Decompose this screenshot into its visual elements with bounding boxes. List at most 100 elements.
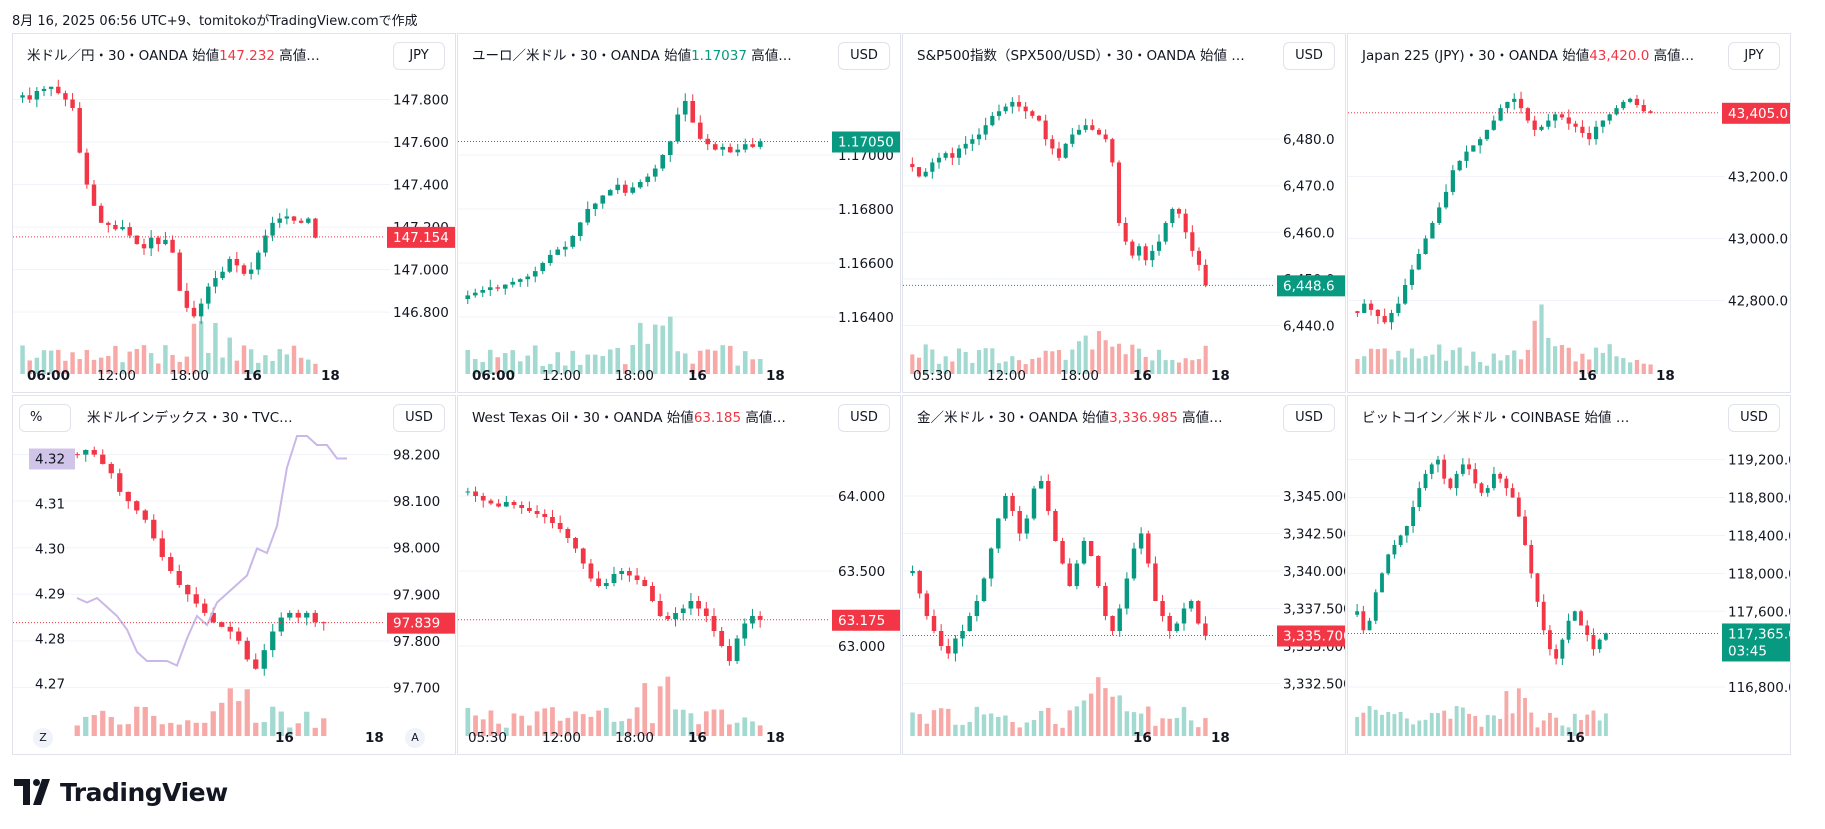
symbol-legend[interactable]: ユーロ／米ドル・30・OANDA 始値1.17037 高値… xyxy=(468,44,796,68)
currency-button[interactable]: JPY xyxy=(1728,42,1780,70)
chart-canvas[interactable]: 1.170001.168001.166001.164001.1705006:00… xyxy=(458,34,901,393)
chart-panel[interactable]: 119,200.000 118,800.000 118,400.000 118,000… xyxy=(1347,395,1791,755)
volume-bar xyxy=(1174,718,1180,736)
currency-button[interactable]: USD xyxy=(838,404,890,432)
symbol-legend[interactable]: 金／米ドル・30・OANDA 始値3,336.985 高値… xyxy=(913,406,1227,430)
volume-bar xyxy=(159,724,165,736)
volume-bar xyxy=(480,719,486,736)
candle xyxy=(924,593,930,616)
candle xyxy=(1560,639,1565,659)
currency-button[interactable]: USD xyxy=(1728,404,1780,432)
volume-bar xyxy=(1096,331,1102,374)
volume-bar xyxy=(34,357,40,374)
symbol-legend[interactable]: S&P500指数（SPX500/USD）・30・OANDA 始値 … xyxy=(913,44,1249,68)
volume-bar xyxy=(176,724,182,736)
candle xyxy=(127,227,132,236)
chart-panel[interactable]: 3,345.000 3,342.500 3,340.000 3,337.500 3,33… xyxy=(902,395,1346,755)
volume-bar xyxy=(306,359,311,374)
left-axis-tick-label: 4.28 xyxy=(35,632,65,648)
candle xyxy=(1389,312,1394,323)
volume-bar xyxy=(168,722,174,736)
symbol-legend[interactable]: Japan 225 (JPY)・30・OANDA 始値43,420.0 高値… xyxy=(1358,44,1696,68)
volume-bar xyxy=(304,711,310,736)
candle xyxy=(1392,544,1397,555)
chart-canvas[interactable]: 64.000 63.500 63.000 63.175 05:30 12:00 18:00 1… xyxy=(458,396,901,755)
candle xyxy=(495,287,501,289)
candle xyxy=(1479,483,1484,493)
volume-bar xyxy=(1603,713,1608,736)
volume-bar xyxy=(742,717,748,736)
chart-canvas[interactable]: 119,200.000 118,800.000 118,400.000 118,000… xyxy=(1348,396,1791,755)
candle xyxy=(219,622,225,627)
symbol-legend[interactable]: 米ドルインデックス・30・TVC… xyxy=(83,406,297,430)
volume-bar xyxy=(1183,358,1188,374)
chart-panel[interactable]: 1.17000 1.16800 1.16600 1.16400 1.17050 06:00… xyxy=(457,33,901,393)
auto-scale-button[interactable]: A xyxy=(405,728,425,748)
volume-bar xyxy=(1409,348,1415,374)
candle xyxy=(1505,101,1510,109)
volume-bar xyxy=(588,716,594,736)
candle xyxy=(134,235,140,245)
volume-bar xyxy=(562,365,568,374)
symbol-name: Japan 225 (JPY)・30・OANDA xyxy=(1362,48,1558,64)
volume-bar xyxy=(703,711,709,736)
candle xyxy=(1416,254,1421,270)
volume-bar xyxy=(163,345,168,374)
chart-canvas[interactable]: 43,200.0 43,000.0 42,800.0 43,405.0 16 18 xyxy=(1348,34,1791,393)
volume-bar xyxy=(1046,707,1051,736)
chart-panel[interactable]: 6,480.06,470.06,460.06,450.06,440.06,448… xyxy=(902,33,1346,393)
candle xyxy=(213,278,218,287)
candle xyxy=(1492,473,1496,489)
candle xyxy=(1138,533,1144,549)
volume-bar xyxy=(1380,714,1384,736)
currency-button[interactable]: USD xyxy=(1283,404,1335,432)
symbol-legend[interactable]: ビットコイン／米ドル・COINBASE 始値 … xyxy=(1358,406,1634,430)
symbol-legend[interactable]: 米ドル／円・30・OANDA 始値147.232 高値… xyxy=(23,44,324,68)
y-axis-tick-label: 3,340.000 xyxy=(1283,564,1346,580)
x-axis-tick-label: 06:00 xyxy=(27,368,70,384)
candle xyxy=(496,503,501,507)
chart-canvas[interactable]: 3,345.000 3,342.500 3,340.000 3,337.500 3,33… xyxy=(903,396,1346,755)
candle xyxy=(1181,608,1187,624)
candle xyxy=(622,184,628,193)
volume-bar xyxy=(1031,720,1037,736)
volume-bar xyxy=(1053,723,1058,736)
volume-bar xyxy=(910,354,915,374)
volume-bar xyxy=(184,356,190,374)
currency-button[interactable]: JPY xyxy=(393,42,445,70)
volume-bar xyxy=(1621,358,1626,374)
volume-bar xyxy=(1566,347,1571,374)
volume-bar xyxy=(517,361,523,374)
currency-button[interactable]: USD xyxy=(838,42,890,70)
volume-bar xyxy=(1146,706,1151,736)
chart-panel[interactable]: 43,200.0 43,000.0 42,800.0 43,405.0 16 18 Japa… xyxy=(1347,33,1791,393)
chart-canvas[interactable]: 4.31 4.30 4.29 4.28 4.27 4.32 98.200 98.100 98.0… xyxy=(13,396,456,755)
candle xyxy=(532,271,538,277)
volume-bar xyxy=(1436,713,1440,736)
candle xyxy=(682,101,688,115)
volume-bar xyxy=(727,345,733,374)
candle xyxy=(990,115,995,126)
symbol-legend[interactable]: West Texas Oil・30・OANDA 始値63.185 高値… xyxy=(468,406,790,430)
chart-panel[interactable]: 4.31 4.30 4.29 4.28 4.27 4.32 98.200 98.100 98.0… xyxy=(12,395,456,755)
chart-panel[interactable]: 64.000 63.500 63.000 63.175 05:30 12:00 18:00 1… xyxy=(457,395,901,755)
volume-bar xyxy=(480,362,486,374)
candle xyxy=(465,491,471,493)
chart-canvas[interactable]: 6,480.06,470.06,460.06,450.06,440.06,448… xyxy=(903,34,1346,393)
candle xyxy=(1516,497,1521,517)
volume-bar xyxy=(1614,356,1619,374)
chart-panel[interactable]: 147.800147.600147.400147.200147.000146.8… xyxy=(12,33,456,393)
chart-canvas[interactable]: 147.800147.600147.400147.200147.000146.8… xyxy=(13,34,456,393)
x-axis-tick-label: 16 xyxy=(1566,730,1585,746)
zoom-reset-button[interactable]: Z xyxy=(33,728,53,748)
candle xyxy=(1196,601,1201,624)
y-axis-tick-label: 6,460.0 xyxy=(1283,225,1335,241)
candle xyxy=(1450,170,1455,192)
currency-button[interactable]: USD xyxy=(1283,42,1335,70)
candle xyxy=(1404,526,1409,536)
volume-bar xyxy=(527,725,532,736)
volume-bar xyxy=(657,686,663,736)
currency-button[interactable]: USD xyxy=(393,404,445,432)
percent-scale-button[interactable]: % xyxy=(19,404,71,432)
last-price-background xyxy=(1722,102,1790,124)
